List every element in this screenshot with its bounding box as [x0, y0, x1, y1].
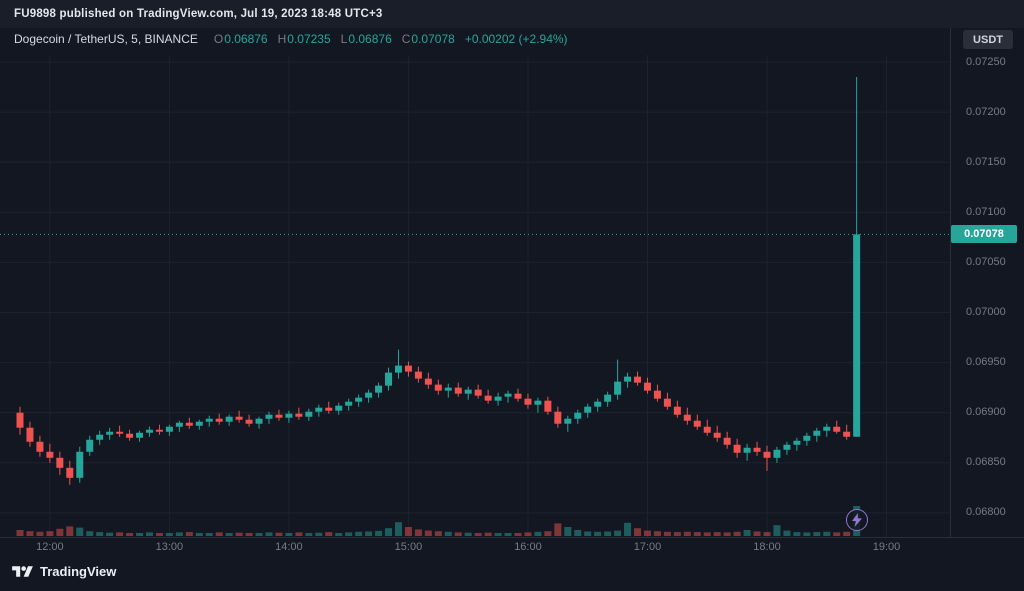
time-tick-label: 12:00 [36, 541, 64, 553]
footer: TradingView [12, 564, 116, 579]
last-price-label: 0.07078 [951, 225, 1017, 244]
price-tick-label: 0.07250 [966, 55, 1006, 68]
price-tick-label: 0.06800 [966, 506, 1006, 519]
price-tick-label: 0.07050 [966, 255, 1006, 268]
close-value: 0.07078 [411, 32, 455, 46]
high-value: 0.07235 [287, 32, 331, 46]
attribution-bar: FU9898 published on TradingView.com, Jul… [0, 0, 1024, 28]
symbol-info-bar: Dogecoin / TetherUS, 5, BINANCE O 0.06876… [14, 32, 568, 46]
low-label: L [340, 32, 348, 46]
time-tick-label: 18:00 [753, 541, 781, 553]
high-label: H [277, 32, 287, 46]
time-tick-label: 19:00 [872, 541, 901, 553]
close-label: C [401, 32, 411, 46]
time-tick-label: 16:00 [514, 541, 542, 553]
open-label: O [213, 32, 224, 46]
lightning-bolt-glyph [851, 513, 862, 527]
price-tick-label: 0.07000 [966, 306, 1006, 318]
attribution-text: FU9898 published on TradingView.com, Jul… [14, 8, 383, 20]
change-value: +0.00202 (+2.94%) [464, 32, 568, 46]
time-tick-label: 17:00 [633, 541, 662, 553]
time-tick-label: 13:00 [155, 541, 184, 553]
price-tick-label: 0.06850 [966, 456, 1006, 469]
price-tick-label: 0.07200 [966, 105, 1006, 118]
currency-toggle-button[interactable]: USDT [963, 30, 1013, 49]
low-value: 0.06876 [348, 32, 392, 46]
lightning-icon[interactable] [845, 509, 868, 531]
tradingview-logo-icon[interactable] [12, 564, 33, 579]
price-tick-label: 0.07100 [966, 205, 1006, 218]
symbol-title[interactable]: Dogecoin / TetherUS, 5, BINANCE [14, 32, 198, 46]
price-tick-label: 0.06950 [966, 356, 1006, 369]
open-value: 0.06876 [224, 32, 268, 46]
time-tick-label: 15:00 [394, 541, 423, 553]
time-tick-label: 14:00 [275, 541, 303, 553]
price-tick-label: 0.07150 [966, 155, 1006, 168]
tradingview-wordmark[interactable]: TradingView [40, 564, 117, 579]
price-tick-label: 0.06900 [966, 406, 1006, 419]
